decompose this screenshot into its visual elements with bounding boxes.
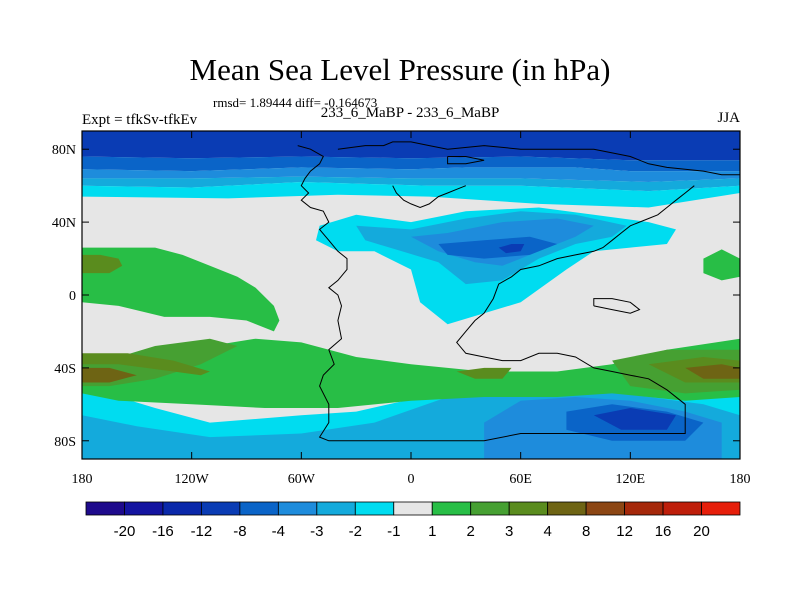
colorbar-swatch	[201, 501, 241, 516]
x-tick-label: 120E	[616, 472, 646, 487]
colorbar-swatch	[547, 501, 587, 516]
colorbar-label: 16	[655, 523, 672, 540]
colorbar-label: -8	[233, 523, 246, 540]
colorbar-swatch	[85, 501, 125, 516]
contour-south-olive	[82, 353, 210, 376]
colorbar-label: 2	[467, 523, 475, 540]
colorbar-label: -1	[387, 523, 400, 540]
colorbar-label: -16	[152, 523, 174, 540]
colorbar-swatch	[277, 501, 318, 516]
y-tick-label: 40S	[54, 362, 76, 377]
colorbar-label: 8	[582, 523, 590, 540]
colorbar-swatch	[316, 501, 356, 516]
colorbar-swatch	[162, 501, 202, 516]
contour-north-band-4	[82, 176, 740, 192]
colorbar-label: -2	[349, 523, 362, 540]
colorbar-swatch	[508, 501, 549, 516]
coastline-1	[297, 145, 695, 442]
coastline-4	[447, 156, 485, 165]
colorbar-swatch	[624, 501, 664, 516]
x-tick-label: 60W	[288, 472, 316, 487]
contour-ne-lowland-core	[498, 244, 525, 254]
contour-field-group	[82, 131, 740, 459]
colorbar-swatch	[354, 501, 395, 516]
x-tick-label: 120W	[175, 472, 210, 487]
colorbar-swatch	[239, 501, 279, 516]
stats-label: rmsd= 1.89444 diff= -0.164673	[213, 95, 378, 110]
experiment-label: Expt = tfkSv-tfkEv	[82, 112, 198, 128]
colorbar-swatch	[124, 501, 164, 516]
coastline-0	[337, 141, 740, 176]
x-tick-label: 180	[72, 472, 93, 487]
coastline-2	[392, 185, 466, 209]
coastline-3	[593, 298, 641, 314]
contour-south-brown	[82, 367, 137, 383]
contour-dateline-green	[703, 249, 740, 281]
season-label: JJA	[717, 110, 740, 126]
colorbar-swatch	[662, 501, 702, 516]
colorbar-label: 20	[693, 523, 710, 540]
colorbar-label: 4	[543, 523, 551, 540]
x-tick-label: 180	[730, 472, 751, 487]
colorbar-label: 1	[428, 523, 436, 540]
colorbar-label: -4	[272, 523, 285, 540]
colorbar-label: -3	[310, 523, 323, 540]
x-tick-label: 0	[408, 472, 415, 487]
contour-tropical-olive	[82, 254, 123, 274]
contour-south-green	[82, 338, 740, 408]
colorbar-label: -20	[114, 523, 136, 540]
contour-trop-green	[82, 247, 280, 332]
contour-sa-olive	[456, 367, 512, 379]
y-tick-label: 80N	[52, 143, 76, 158]
contour-s-indian-brown	[685, 364, 740, 379]
contour-ne-lowland-mid	[438, 236, 558, 259]
colorbar-swatch	[470, 501, 510, 516]
contour-arctic-band	[82, 131, 740, 161]
contour-north-band-3	[82, 167, 740, 182]
colorbar-swatch	[701, 501, 741, 516]
contour-se-high-dark	[593, 408, 676, 430]
x-tick-label: 60E	[509, 472, 532, 487]
subtitle-label: 233_6_MaBP - 233_6_MaBP	[320, 105, 500, 121]
y-tick-label: 80S	[54, 435, 76, 450]
y-tick-label: 0	[69, 289, 76, 304]
colorbar-swatch	[431, 501, 472, 516]
colorbar-label: 3	[505, 523, 513, 540]
y-tick-label: 40N	[52, 216, 76, 231]
colorbar-swatch	[393, 501, 433, 516]
colorbar-label: -12	[191, 523, 213, 540]
colorbar-swatch	[585, 501, 625, 516]
contour-north-band-cyan	[82, 182, 740, 208]
contour-north-band-2	[82, 156, 740, 172]
colorbar-label: 12	[616, 523, 633, 540]
page-title: Mean Sea Level Pressure (in hPa)	[189, 52, 611, 87]
